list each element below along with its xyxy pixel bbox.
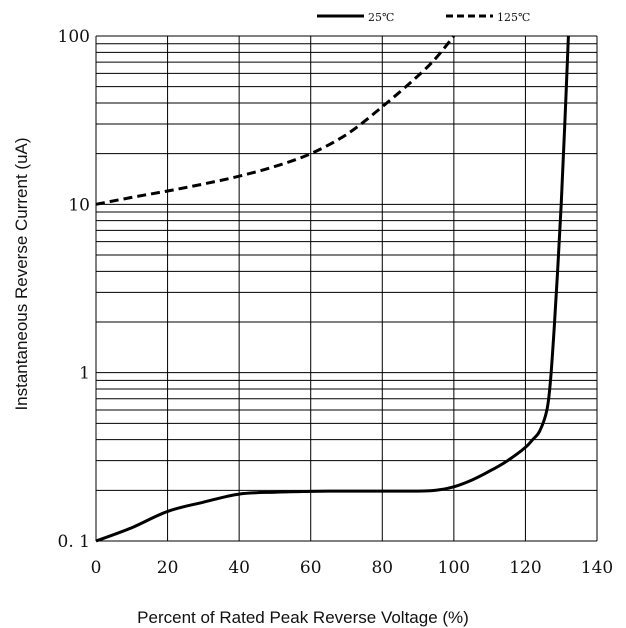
- series-line-125c: [95, 35, 456, 206]
- grid: [95, 35, 598, 542]
- y-axis-label: Instantaneous Reverse Current (uA): [12, 137, 31, 410]
- legend-label-125c: 125℃: [497, 11, 530, 24]
- x-axis-label: Percent of Rated Peak Reverse Voltage (%…: [137, 608, 469, 627]
- x-tick-labels: 0 20 40 60 80 100 120 140: [91, 558, 614, 578]
- x-tick-label: 120: [509, 558, 541, 578]
- legend: 25℃ 125℃: [317, 11, 530, 24]
- y-tick-labels: 0. 1 1 10 100: [58, 27, 90, 552]
- y-tick-label: 0. 1: [58, 532, 90, 552]
- series-line-25c: [95, 35, 570, 543]
- y-tick-label: 1: [79, 364, 90, 384]
- x-tick-label: 100: [438, 558, 470, 578]
- x-tick-label: 140: [581, 558, 613, 578]
- legend-label-25c: 25℃: [368, 11, 394, 24]
- x-tick-label: 60: [300, 558, 322, 578]
- series-lines: [95, 35, 570, 543]
- y-tick-label: 10: [68, 195, 90, 215]
- x-tick-label: 40: [228, 558, 250, 578]
- x-tick-label: 80: [371, 558, 393, 578]
- x-tick-label: 20: [157, 558, 179, 578]
- y-tick-label: 100: [58, 27, 90, 47]
- x-tick-label: 0: [91, 558, 102, 578]
